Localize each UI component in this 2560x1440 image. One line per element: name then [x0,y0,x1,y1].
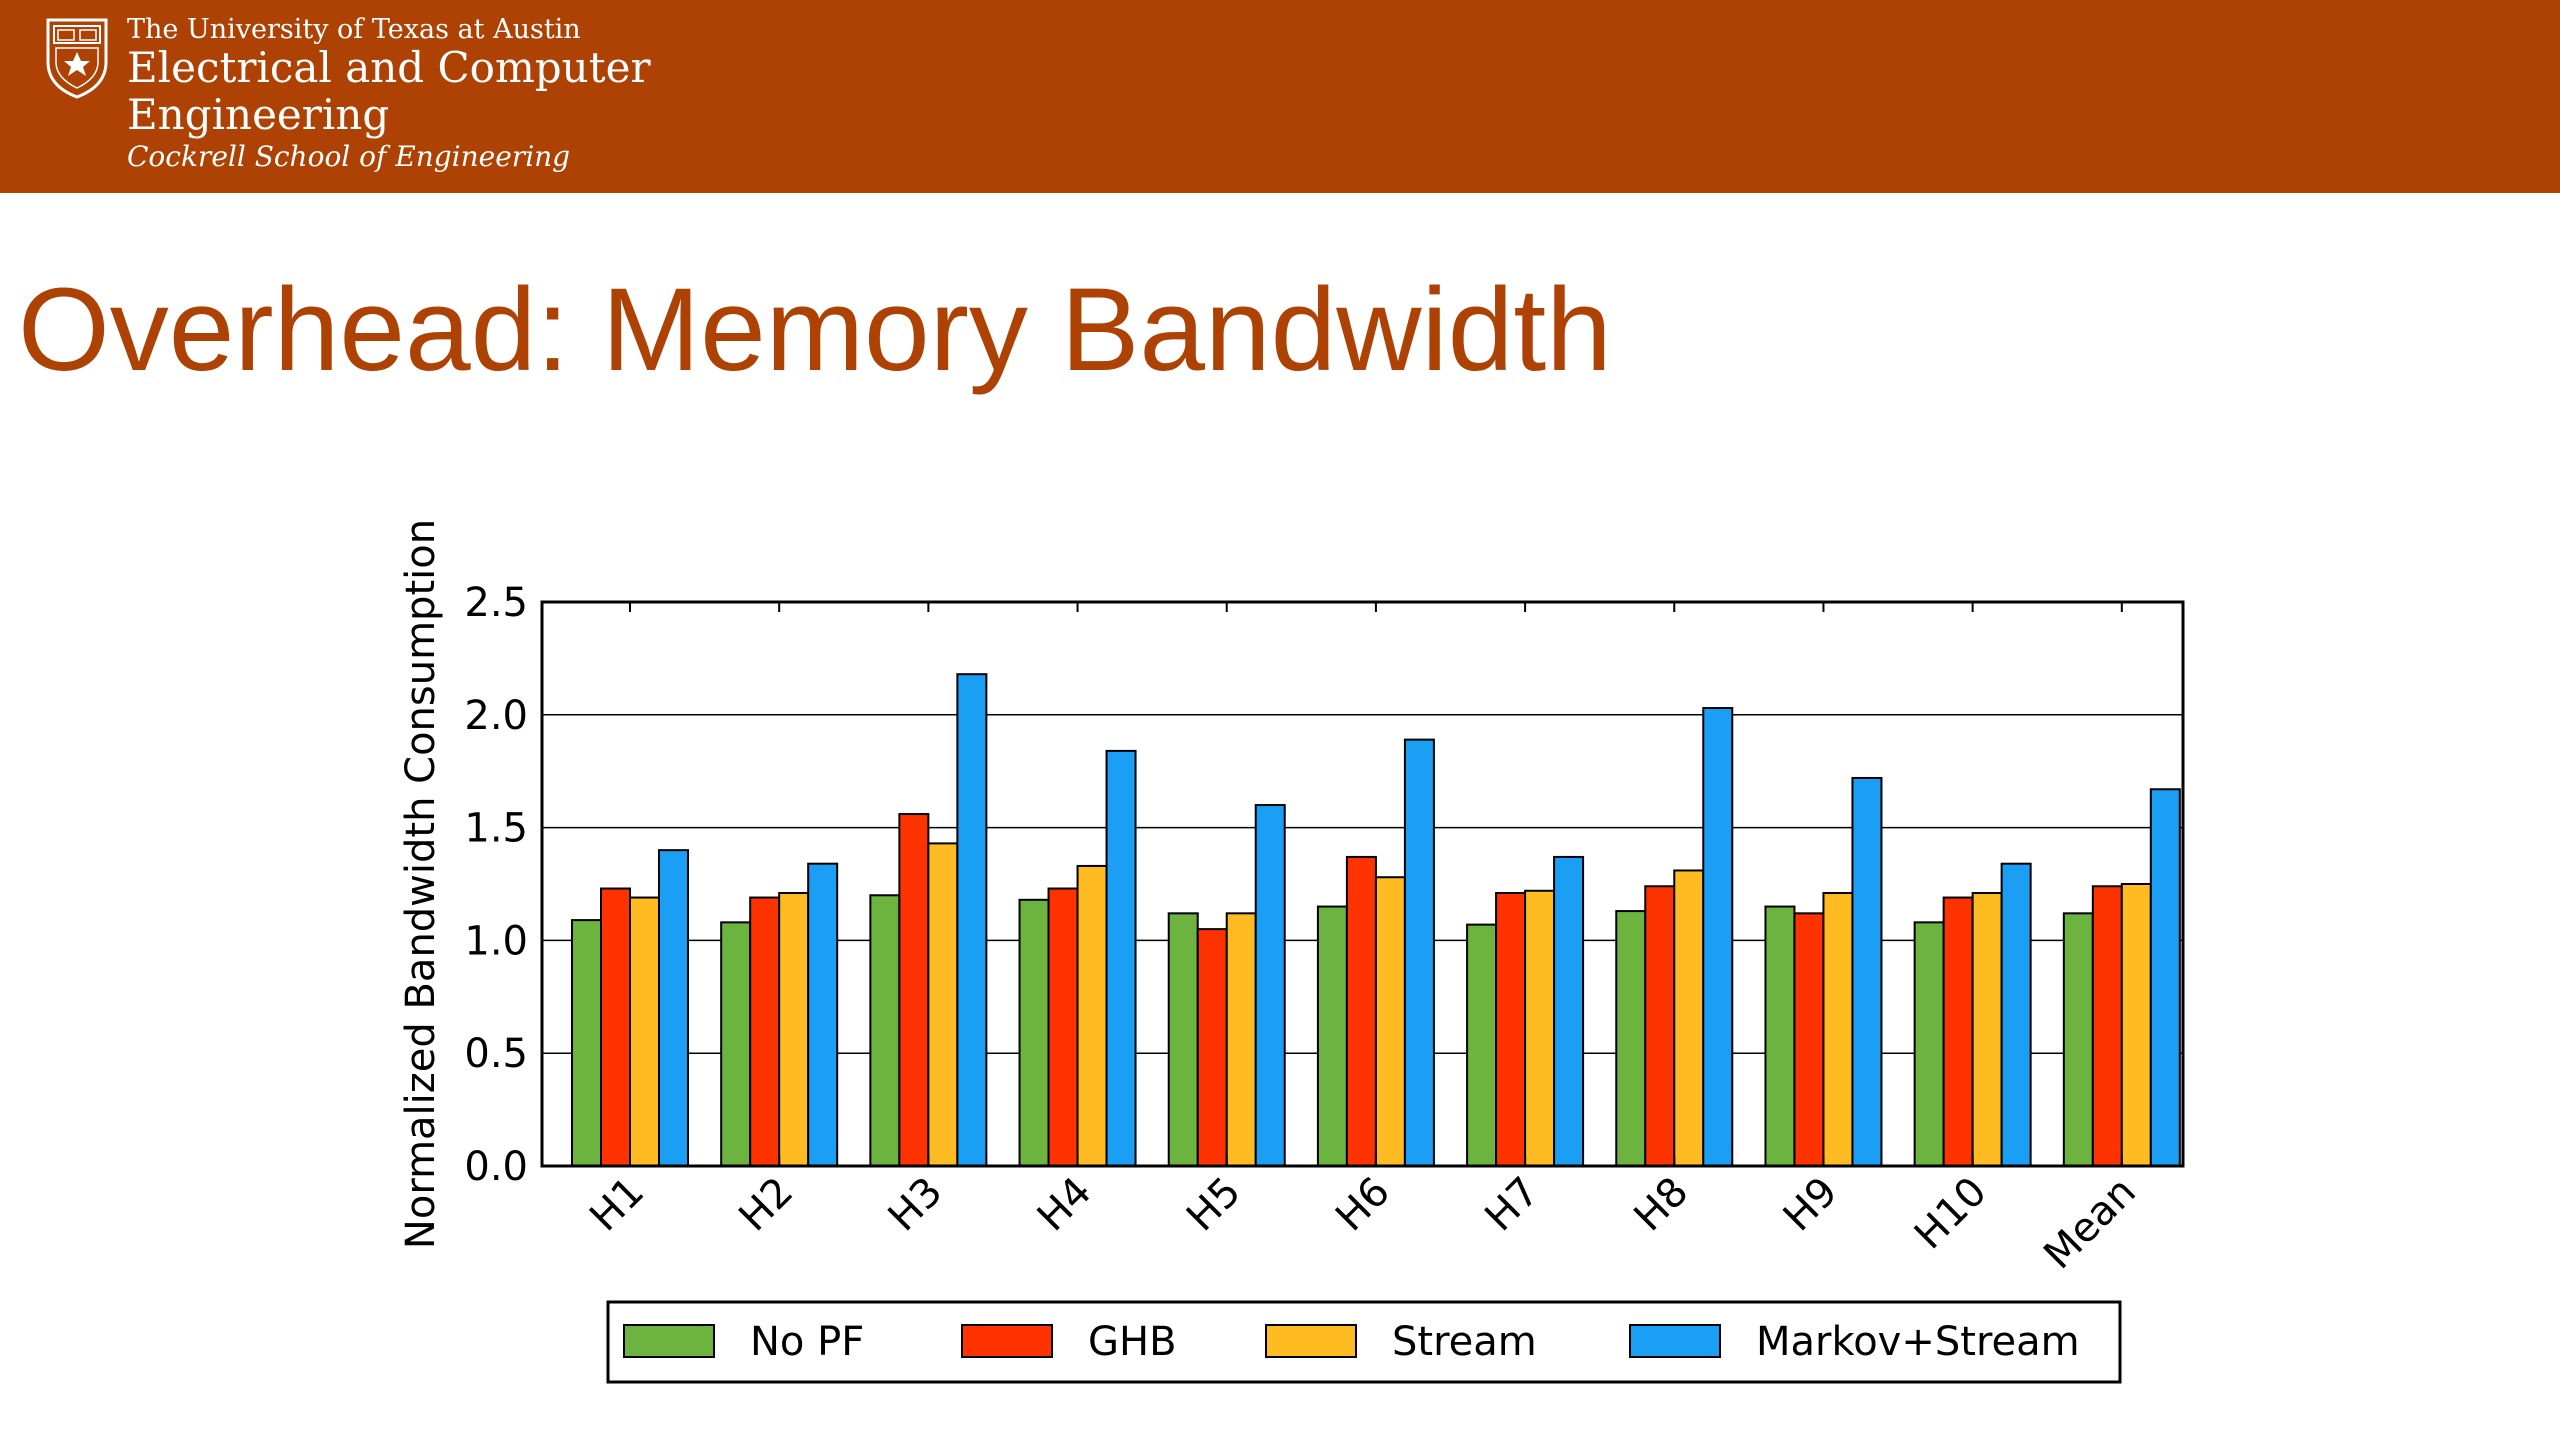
y-axis-label: Normalized Bandwidth Consumption [398,519,444,1249]
bar [1076,864,1108,1168]
bar [778,892,810,1167]
y-tick-label: 1.5 [464,806,528,852]
legend-swatch [961,1324,1053,1358]
bar [1316,905,1348,1167]
bar [1047,887,1079,1168]
legend-label: GHB [1088,1319,1177,1365]
bar [571,919,602,1168]
bar [1822,892,1854,1167]
school-name: Cockrell School of Engineering [127,140,571,173]
bar [1105,749,1137,1167]
bar [2120,883,2152,1167]
bar [869,894,901,1168]
bar [1167,912,1199,1167]
bar [1764,905,1796,1167]
y-tick-label: 0.5 [464,1031,528,1077]
plot-frame [540,600,2185,1168]
department-line-2: Engineering [127,90,390,139]
bar [1615,910,1647,1168]
bar [1793,912,1825,1167]
y-tick-label: 2.5 [464,580,528,626]
x-tick-label: H10 [1906,1169,1996,1259]
bar [898,813,930,1168]
bar [1702,707,1734,1167]
bar [749,896,781,1167]
bar [2062,912,2094,1167]
bar [658,849,689,1167]
axis-ticks: 0.0 0.5 1.0 1.5 2.0 2.5 H1 H2 H3 H4 H5 H6 H7 H8 H9 H10 M… [464,580,2145,1278]
university-name: The University of Texas at Austin [127,14,581,45]
legend-label: No PF [750,1319,864,1365]
legend: No PF GHB Stream Markov+Stream [606,1300,2122,1384]
legend-swatch [1265,1324,1357,1358]
bar [927,842,959,1168]
x-tick-label: H5 [1178,1169,1250,1241]
y-tick-label: 0.0 [464,1144,528,1190]
x-tick-label: H1 [581,1169,653,1241]
department-name: Electrical and Computer Engineering [127,44,651,138]
bar [1524,889,1556,1167]
bar [600,887,631,1168]
x-tick-label: H2 [730,1169,802,1241]
x-tick-label: H7 [1476,1169,1548,1241]
bar [1644,885,1676,1167]
bar [1913,921,1945,1167]
bar [1196,928,1228,1167]
legend-box [606,1300,2122,1384]
x-tick-label: H6 [1327,1169,1399,1241]
bar [1495,892,1527,1167]
legend-label: Markov+Stream [1756,1319,2080,1365]
x-tick-label: Mean [2035,1169,2145,1279]
bar [1971,892,2003,1167]
legend-swatch [1629,1324,1721,1358]
bar [1345,855,1377,1167]
bar [720,921,752,1167]
bar [1254,804,1286,1167]
bar [1673,869,1705,1167]
bar [807,862,839,1167]
bar [1942,896,1974,1167]
legend-swatch [623,1324,715,1358]
bar [1553,855,1585,1167]
y-tick-label: 2.0 [464,693,528,739]
bar [2000,862,2032,1167]
bar [629,896,660,1167]
bar [1018,898,1050,1167]
bar [2149,788,2181,1167]
bar [1851,776,1883,1168]
bar [1466,923,1498,1167]
bars [571,673,2181,1168]
x-tick-label: H9 [1775,1169,1847,1241]
header-bar: The University of Texas at Austin Electr… [0,0,2560,193]
x-tick-label: H8 [1626,1169,1698,1241]
bar [956,673,988,1168]
slide-title: Overhead: Memory Bandwidth [18,264,1612,396]
y-tick-label: 1.0 [464,918,528,964]
department-line-1: Electrical and Computer [127,43,651,92]
bar [2091,885,2123,1167]
x-tick-label: H3 [880,1169,952,1241]
bar [1225,912,1257,1167]
bar [1403,738,1435,1168]
x-tick-label: H4 [1029,1169,1101,1241]
legend-label: Stream [1392,1319,1537,1365]
bar [1374,876,1406,1167]
ut-seal-icon [46,18,108,99]
